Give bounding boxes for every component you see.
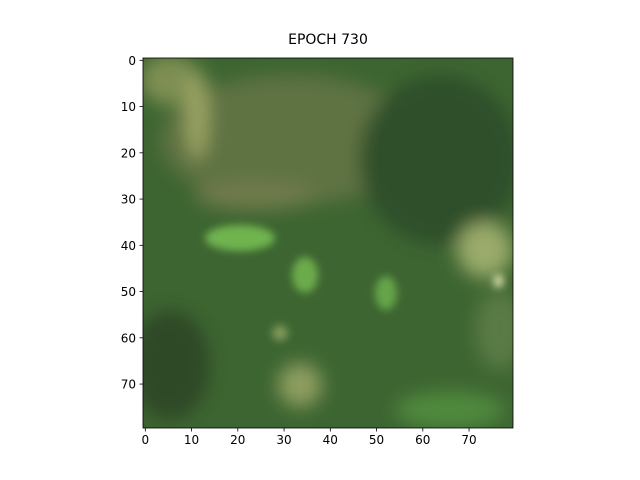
- y-tick-label: 70: [121, 378, 136, 392]
- image: [143, 58, 513, 428]
- y-tick-label: 10: [121, 100, 136, 114]
- x-tick-label: 60: [415, 433, 430, 447]
- y-tick-label: 0: [128, 54, 136, 68]
- y-tick-label: 50: [121, 285, 136, 299]
- x-tick-label: 70: [461, 433, 476, 447]
- y-tick-label: 30: [121, 193, 136, 207]
- x-tick-label: 40: [323, 433, 338, 447]
- x-tick-label: 10: [184, 433, 199, 447]
- axes-frame: [142, 57, 514, 429]
- x-tick-label: 0: [141, 433, 149, 447]
- x-tick-label: 20: [230, 433, 245, 447]
- x-tick-label: 30: [276, 433, 291, 447]
- x-tick-label: 50: [369, 433, 384, 447]
- y-tick-label: 40: [121, 239, 136, 253]
- chart-title: EPOCH 730: [288, 32, 368, 48]
- y-tick-label: 20: [121, 146, 136, 160]
- y-tick-label: 60: [121, 331, 136, 345]
